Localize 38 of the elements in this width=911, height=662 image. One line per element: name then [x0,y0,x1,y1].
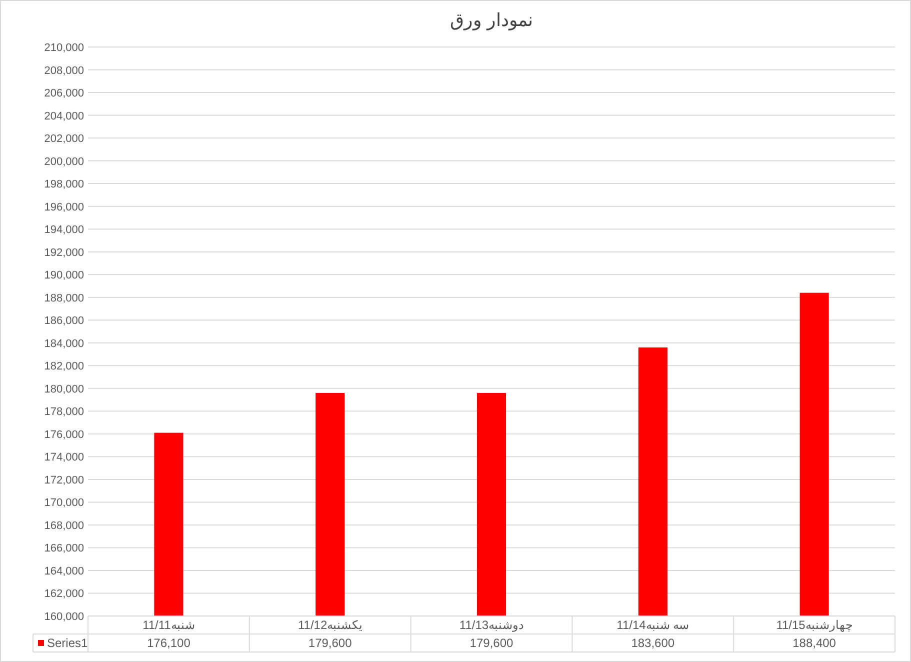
y-tick-label: 194,000 [44,224,84,236]
y-tick-label: 172,000 [44,474,84,486]
x-tick-label: 11/14سه شنبه [616,618,690,632]
y-tick-label: 182,000 [44,360,84,373]
y-tick-label: 170,000 [44,497,84,510]
y-tick-label: 200,000 [44,156,84,168]
y-tick-label: 184,000 [44,338,84,350]
data-label: 179,600 [308,636,352,650]
x-tick-label: 11/15چهارشنبه [776,618,852,632]
x-tick-label: 11/12یکشنبه [298,618,362,632]
y-tick-label: 198,000 [44,178,84,191]
data-label: 188,400 [792,636,836,650]
y-tick-label: 166,000 [44,542,84,555]
data-label: 176,100 [147,636,191,650]
data-label: 179,600 [470,636,514,650]
y-tick-label: 202,000 [44,133,84,146]
y-tick-label: 188,000 [44,292,84,304]
y-tick-label: 204,000 [44,110,84,122]
y-tick-label: 164,000 [44,565,84,578]
y-tick-label: 206,000 [44,88,84,100]
data-label: 183,600 [631,636,675,650]
legend-label: Series1 [47,636,88,650]
y-tick-label: 160,000 [44,611,84,623]
y-tick-label: 162,000 [44,588,84,600]
y-tick-label: 186,000 [44,315,84,328]
x-tick-label: 11/11شنبه [142,618,195,632]
chart-title: نمودار ورق [450,10,534,31]
y-tick-label: 192,000 [44,246,84,259]
y-tick-label: 210,000 [44,42,84,54]
y-tick-label: 180,000 [44,383,84,396]
y-tick-label: 168,000 [44,520,84,532]
y-tick-label: 190,000 [44,270,84,282]
y-tick-label: 208,000 [44,64,84,77]
y-tick-label: 174,000 [44,452,84,464]
y-tick-label: 178,000 [44,406,84,418]
y-tick-label: 176,000 [44,428,84,441]
x-tick-label: 11/13دوشنبه [459,618,524,632]
y-tick-label: 196,000 [44,201,84,214]
